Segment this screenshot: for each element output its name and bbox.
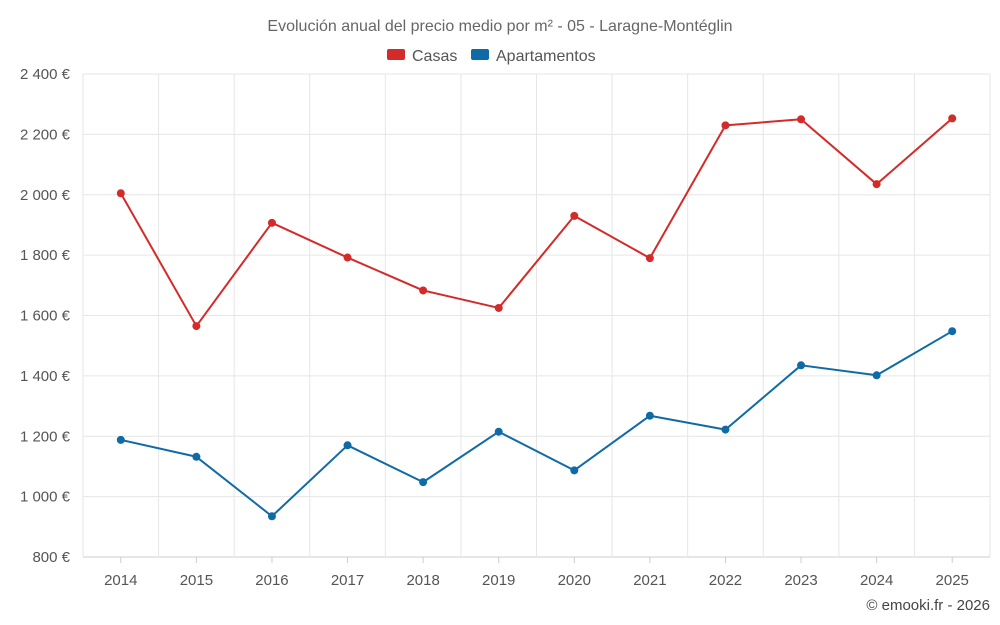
legend-item-apartamentos[interactable]: Apartamentos [471,48,596,65]
data-point[interactable] [797,115,806,124]
y-tick-label: 1 000 € [20,489,71,506]
data-point[interactable] [872,371,881,380]
x-axis: 2014 2015 2016 2017 2018 2019 2020 2021 2022 2023… [104,557,969,589]
x-tick-label: 2018 [406,572,439,589]
x-tick-label: 2017 [331,572,364,589]
y-tick-label: 1 600 € [20,308,71,325]
data-point[interactable] [721,425,730,434]
data-point[interactable] [343,253,352,262]
data-point[interactable] [948,114,957,123]
data-point[interactable] [192,452,201,461]
grid [82,73,991,558]
series [116,114,957,521]
credit-text: © emooki.fr - 2026 [866,597,990,614]
x-tick-label: 2015 [180,572,213,589]
data-point[interactable] [343,441,352,450]
series-line-apartamentos [120,330,953,518]
legend-swatch-apartamentos [471,49,489,60]
data-point[interactable] [116,189,125,198]
data-point[interactable] [645,254,654,263]
data-point[interactable] [721,121,730,130]
x-tick-label: 2024 [860,572,893,589]
y-tick-label: 800 € [32,549,70,566]
y-tick-label: 1 400 € [20,368,71,385]
data-point[interactable] [494,427,503,436]
data-point[interactable] [267,512,276,521]
data-point[interactable] [872,180,881,189]
chart-title: Evolución anual del precio medio por m² … [267,18,732,35]
y-tick-label: 2 200 € [20,126,71,143]
data-point[interactable] [948,327,957,336]
data-point[interactable] [645,411,654,420]
data-point[interactable] [419,286,428,295]
x-tick-label: 2023 [784,572,817,589]
x-tick-label: 2025 [936,572,969,589]
data-point[interactable] [570,466,579,475]
x-tick-label: 2019 [482,572,515,589]
data-point[interactable] [116,435,125,444]
y-tick-label: 1 200 € [20,428,71,445]
x-tick-label: 2020 [558,572,591,589]
legend-swatch-casas [387,49,405,60]
x-tick-label: 2016 [255,572,288,589]
y-tick-label: 1 800 € [20,247,71,264]
x-tick-label: 2022 [709,572,742,589]
y-tick-label: 2 400 € [20,66,71,83]
x-tick-label: 2014 [104,572,137,589]
data-point[interactable] [192,322,201,331]
series-line-casas [119,117,953,328]
series-apartamentos [116,327,957,521]
data-point[interactable] [419,478,428,487]
y-tick-label: 2 000 € [20,187,71,204]
x-tick-label: 2021 [633,572,666,589]
data-point[interactable] [494,303,503,312]
series-casas [116,114,957,331]
data-point[interactable] [797,361,806,370]
data-point[interactable] [267,218,276,227]
legend: Casas Apartamentos [387,48,596,65]
legend-label-apartamentos: Apartamentos [496,48,596,65]
y-axis: 800 € 1 000 € 1 200 € 1 400 € 1 600 € 1 800 €… [20,66,71,566]
legend-item-casas[interactable]: Casas [387,48,457,65]
data-point[interactable] [570,211,579,220]
legend-label-casas: Casas [412,48,457,65]
